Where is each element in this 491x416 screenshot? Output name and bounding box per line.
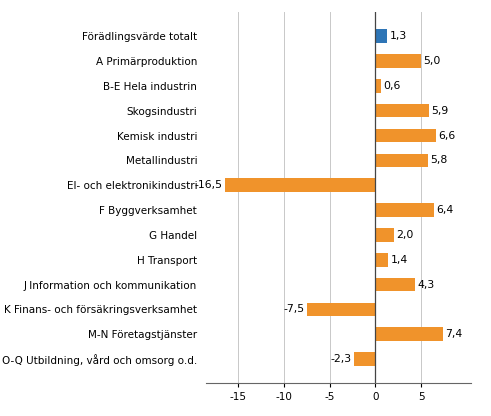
Text: 5,9: 5,9 — [432, 106, 449, 116]
Text: 6,4: 6,4 — [436, 205, 453, 215]
Bar — [224, 178, 375, 192]
Text: 4,3: 4,3 — [417, 280, 434, 290]
Text: 1,3: 1,3 — [389, 31, 407, 41]
Bar — [375, 228, 394, 242]
Text: -7,5: -7,5 — [283, 305, 304, 314]
Text: -16,5: -16,5 — [194, 180, 222, 190]
Bar — [375, 278, 415, 291]
Bar — [375, 79, 381, 93]
Bar — [375, 104, 429, 117]
Bar — [375, 203, 434, 217]
Text: 0,6: 0,6 — [383, 81, 401, 91]
Text: 2,0: 2,0 — [396, 230, 413, 240]
Bar — [307, 302, 375, 316]
Text: 6,6: 6,6 — [438, 131, 455, 141]
Bar — [375, 29, 387, 43]
Bar — [375, 327, 443, 341]
Text: 1,4: 1,4 — [390, 255, 408, 265]
Bar — [355, 352, 375, 366]
Text: 7,4: 7,4 — [445, 329, 463, 339]
Text: 5,0: 5,0 — [423, 56, 441, 66]
Bar — [375, 154, 428, 167]
Bar — [375, 129, 436, 142]
Text: -2,3: -2,3 — [331, 354, 352, 364]
Text: 5,8: 5,8 — [431, 155, 448, 165]
Bar — [375, 54, 421, 68]
Bar — [375, 253, 388, 267]
